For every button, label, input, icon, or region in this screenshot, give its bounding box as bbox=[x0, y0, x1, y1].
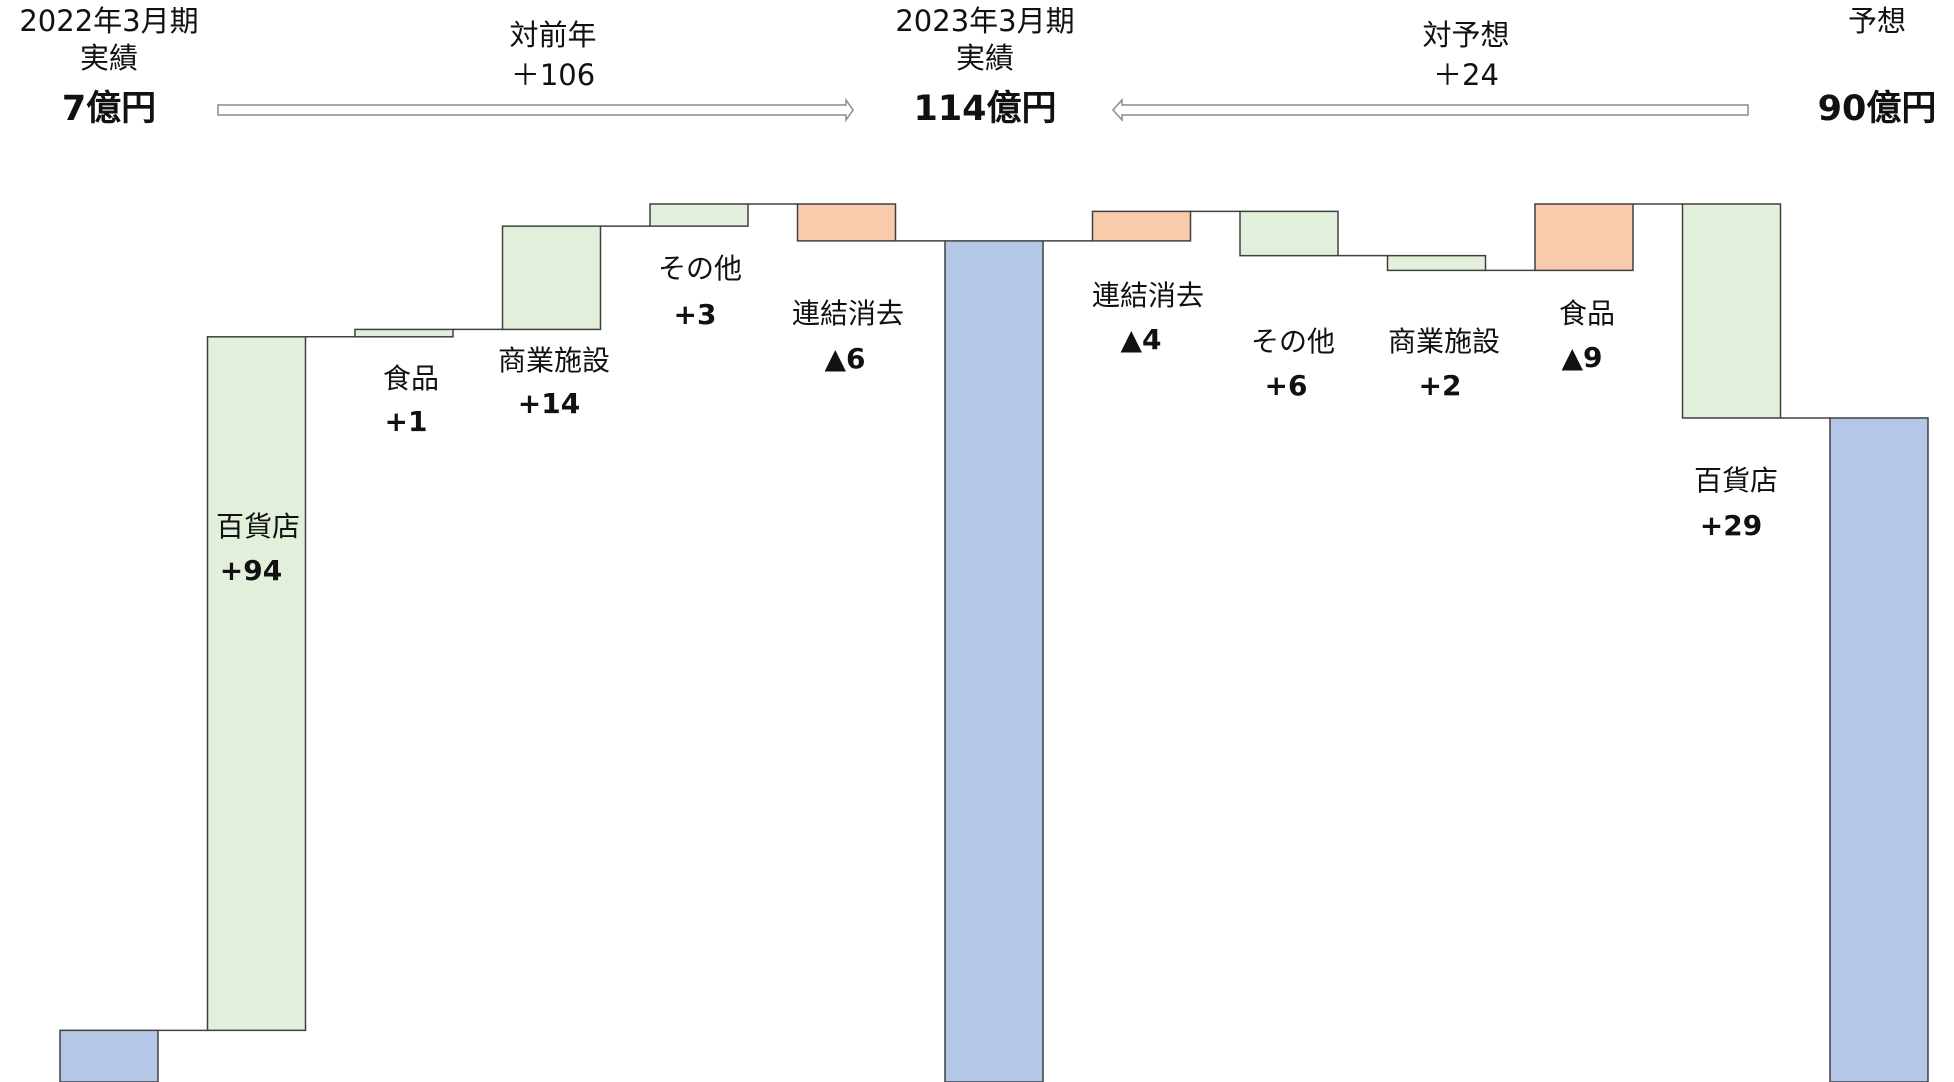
increase-bar bbox=[501, 225, 602, 331]
segment-label: 連結消去 bbox=[1091, 279, 1204, 312]
segment-label: 食品 bbox=[1558, 297, 1615, 330]
segment-value: +94 bbox=[219, 554, 283, 587]
prev-period-label: 2022年3月期 bbox=[19, 4, 199, 38]
prev-amount: 7億円 bbox=[61, 89, 157, 129]
total-bar bbox=[59, 1029, 159, 1082]
plan-kind-label: 予想 bbox=[1847, 4, 1906, 38]
segment-label: 百貨店 bbox=[215, 510, 300, 543]
segment-label: その他 bbox=[657, 252, 742, 285]
increase-bar bbox=[649, 203, 749, 227]
segment-value: ▲4 bbox=[1120, 323, 1162, 356]
segment-value: ▲6 bbox=[824, 342, 866, 375]
segment-value: ▲9 bbox=[1561, 341, 1603, 374]
prev-kind-label: 実績 bbox=[79, 41, 138, 75]
decrease-bar bbox=[1091, 210, 1192, 242]
segment-label: 連結消去 bbox=[791, 297, 904, 330]
vsplan-label: 対予想 bbox=[1422, 18, 1510, 52]
yoy-arrow bbox=[217, 97, 854, 123]
segment-label: 商業施設 bbox=[497, 344, 610, 377]
curr-kind-label: 実績 bbox=[955, 41, 1014, 75]
segment-value: +6 bbox=[1264, 369, 1308, 402]
vsplan-value: ＋24 bbox=[1433, 58, 1499, 92]
increase-bar bbox=[1386, 254, 1487, 272]
increase-bar bbox=[206, 336, 307, 1032]
segment-value: +1 bbox=[384, 405, 428, 438]
decrease-bar bbox=[1534, 203, 1634, 272]
total-bar bbox=[944, 240, 1044, 1082]
total-bar bbox=[1829, 417, 1929, 1082]
increase-bar bbox=[1239, 210, 1339, 257]
segment-value: +2 bbox=[1418, 369, 1462, 402]
yoy-value: ＋106 bbox=[510, 58, 596, 92]
curr-period-label: 2023年3月期 bbox=[895, 4, 1075, 38]
vsplan-arrow bbox=[1111, 98, 1749, 122]
segment-value: +3 bbox=[673, 298, 717, 331]
plan-amount: 90億円 bbox=[1817, 89, 1937, 129]
curr-amount: 114億円 bbox=[913, 89, 1057, 129]
decrease-bar bbox=[796, 203, 897, 242]
yoy-label: 対前年 bbox=[509, 18, 597, 52]
segment-label: 食品 bbox=[382, 362, 439, 395]
increase-bar bbox=[354, 328, 454, 338]
segment-label: 百貨店 bbox=[1693, 464, 1778, 497]
segment-label: その他 bbox=[1250, 325, 1335, 358]
segment-label: 商業施設 bbox=[1387, 325, 1500, 358]
segment-value: +29 bbox=[1699, 509, 1763, 542]
increase-bar bbox=[1681, 203, 1782, 419]
segment-value: +14 bbox=[517, 387, 581, 420]
